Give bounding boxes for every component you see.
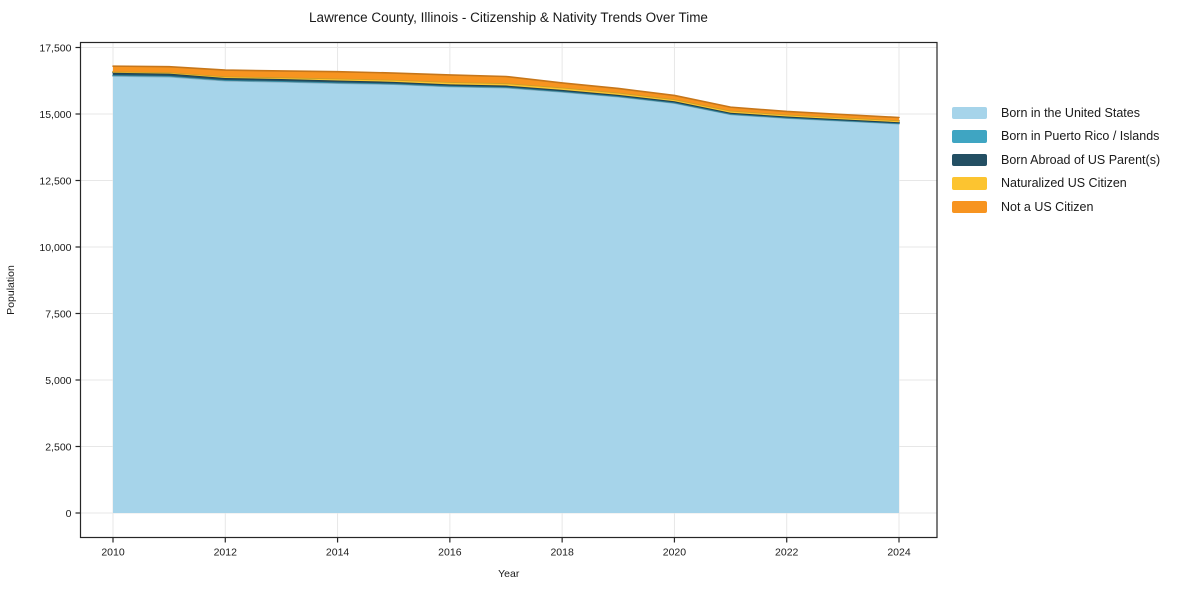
svg-text:2018: 2018: [550, 547, 574, 559]
svg-text:2012: 2012: [214, 547, 238, 559]
svg-text:12,500: 12,500: [39, 175, 71, 187]
legend-label: Born in Puerto Rico / Islands: [1001, 129, 1160, 144]
legend-swatch-icon: [952, 130, 987, 143]
svg-text:2010: 2010: [101, 547, 125, 559]
svg-text:2014: 2014: [326, 547, 350, 559]
svg-text:2022: 2022: [775, 547, 799, 559]
legend-item: Born Abroad of US Parent(s): [952, 148, 1160, 172]
svg-text:15,000: 15,000: [39, 109, 71, 121]
legend-swatch-icon: [952, 200, 987, 213]
legend-label: Naturalized US Citizen: [1001, 176, 1127, 191]
legend-item: Born in the United States: [952, 101, 1160, 125]
y-axis-label: Population: [5, 265, 17, 315]
chart-title: Lawrence County, Illinois - Citizenship …: [309, 10, 708, 25]
legend-label: Not a US Citizen: [1001, 199, 1094, 214]
svg-text:17,500: 17,500: [39, 42, 71, 54]
legend-item: Naturalized US Citizen: [952, 172, 1160, 196]
legend-label: Born Abroad of US Parent(s): [1001, 152, 1161, 167]
x-axis-label: Year: [498, 568, 520, 580]
legend-swatch-icon: [952, 106, 987, 119]
svg-text:2024: 2024: [887, 547, 911, 559]
svg-text:2,500: 2,500: [45, 441, 71, 453]
legend-swatch-icon: [952, 153, 987, 166]
svg-text:7,500: 7,500: [45, 308, 71, 320]
legend-item: Born in Puerto Rico / Islands: [952, 125, 1160, 149]
legend-swatch-icon: [952, 177, 987, 190]
svg-text:5,000: 5,000: [45, 375, 71, 387]
svg-text:2020: 2020: [663, 547, 687, 559]
legend-label: Born in the United States: [1001, 105, 1140, 120]
svg-text:0: 0: [66, 508, 72, 520]
legend-item: Not a US Citizen: [952, 195, 1160, 219]
svg-text:2016: 2016: [438, 547, 462, 559]
legend: Born in the United States Born in Puerto…: [952, 101, 1160, 219]
svg-text:10,000: 10,000: [39, 242, 71, 254]
